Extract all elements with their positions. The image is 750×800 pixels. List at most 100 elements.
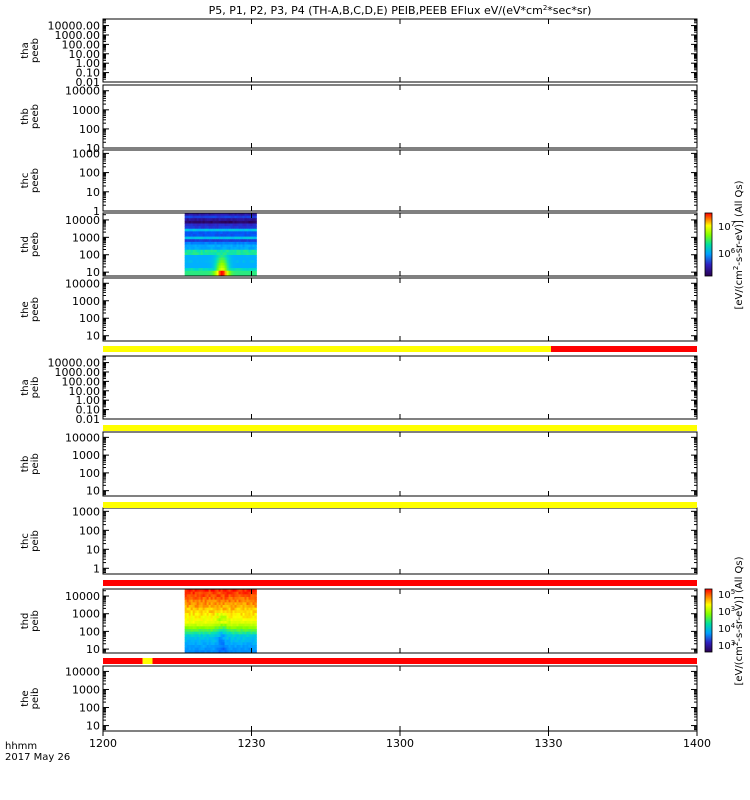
spectrogram-cell [250, 599, 253, 603]
spectrogram-cell [218, 618, 221, 622]
spectrogram-cell [216, 239, 219, 243]
spectrogram-cell [254, 626, 257, 630]
spectrogram-cell [248, 623, 251, 627]
spectrogram-cell [252, 605, 255, 609]
spectrogram-cell [202, 220, 206, 224]
spectrogram-cell [224, 244, 227, 248]
spectrogram-cell [218, 234, 221, 238]
spectrogram-cell [210, 257, 213, 261]
spectrogram-cell [192, 223, 196, 227]
spectrogram-cell [250, 262, 253, 266]
spectrogram-cell [208, 594, 211, 598]
spectrogram-cell [218, 642, 221, 646]
spectrogram-cell [198, 255, 202, 259]
spectrogram-cell [184, 591, 188, 595]
spectrogram-cell [188, 215, 192, 219]
spectrogram-cell [222, 631, 225, 635]
spectrogram-cell [190, 213, 194, 217]
spectrogram-cell [254, 220, 257, 224]
spectrogram-cell [234, 634, 237, 638]
spectrogram-cell [234, 236, 237, 240]
spectrogram-cell [232, 218, 235, 222]
spectrogram-cell [238, 621, 241, 625]
spectrogram-cell [228, 249, 231, 253]
spectrogram-cell [204, 260, 208, 264]
spectrogram-cell [200, 618, 204, 622]
spectrogram-cell [210, 591, 213, 595]
spectrogram-cell [186, 589, 190, 593]
spectrogram-cell [228, 241, 231, 245]
spectrogram-cell [240, 650, 243, 654]
spectrogram-cell [196, 623, 200, 627]
y-tick-label: 1.00 [76, 394, 101, 407]
spectrogram-cell [200, 228, 204, 232]
spectrogram-cell [246, 605, 249, 609]
spectrogram-cell [196, 255, 200, 259]
spectrogram-cell [200, 613, 204, 617]
spectrogram-cell [206, 591, 209, 595]
spectrogram-cell [254, 252, 257, 256]
spectrogram-cell [204, 255, 208, 259]
spectrogram-cell [252, 268, 255, 272]
spectrogram-cell [228, 234, 231, 238]
spectrogram-cell [226, 239, 229, 243]
spectrogram-cell [212, 213, 215, 217]
spectrogram-cell [236, 591, 239, 595]
spectrogram-cell [200, 236, 204, 240]
spectrogram-cell [204, 589, 208, 593]
spectrogram-cell [240, 613, 243, 617]
spectrogram-cell [216, 618, 219, 622]
spectrogram-cell [228, 220, 231, 224]
spectrogram-cell [218, 607, 221, 611]
spectrogram-cell [200, 234, 204, 238]
spectrogram-cell [218, 639, 221, 643]
spectrogram-cell [244, 252, 247, 256]
spectrogram-cell [202, 273, 206, 277]
spectrogram-cell [228, 610, 231, 614]
spectrogram-cell [222, 645, 225, 649]
spectrogram-cell [234, 602, 237, 606]
spectrogram-cell [196, 257, 200, 261]
spectrogram-cell [200, 647, 204, 651]
spectrogram-cell [204, 645, 208, 649]
spectrogram-cell [208, 637, 211, 641]
spectrogram-cell [210, 642, 213, 646]
spectrogram-cell [194, 615, 198, 619]
spectrogram-cell [248, 262, 251, 266]
spectrogram-cell [232, 602, 235, 606]
spectrogram-cell [250, 597, 253, 601]
spectrogram-cell [252, 645, 255, 649]
spectrogram-cell [234, 599, 237, 603]
spectrogram-cell [216, 631, 219, 635]
spectrogram-cell [228, 257, 231, 261]
spectrogram-cell [210, 650, 213, 654]
spectrogram-cell [196, 607, 200, 611]
spectrogram-cell [226, 634, 229, 638]
spectrogram-cell [232, 629, 235, 633]
spectrogram-cell [214, 637, 217, 641]
spectrogram-cell [226, 650, 229, 654]
spectrogram-cell [220, 220, 223, 224]
spectrogram-cell [236, 241, 239, 245]
spectrogram-cell [240, 602, 243, 606]
spectrogram-cell [250, 637, 253, 641]
spectrogram-cell [244, 605, 247, 609]
spectrogram-cell [216, 215, 219, 219]
spectrogram-cell [246, 618, 249, 622]
spectrogram-cell [186, 639, 190, 643]
spectrogram-cell [192, 613, 196, 617]
spectrogram-cell [252, 252, 255, 256]
spectrogram-cell [220, 634, 223, 638]
spectrogram-cell [216, 226, 219, 230]
spectrogram-cell [248, 273, 251, 277]
spectrogram-cell [184, 218, 188, 222]
spectrogram-cell [184, 255, 188, 259]
spectrogram-cell [186, 257, 190, 261]
spectrogram-cell [228, 265, 231, 269]
spectrogram-cell [222, 623, 225, 627]
spectrogram-cell [244, 621, 247, 625]
spectrogram-cell [236, 239, 239, 243]
y-axis-label: thdpeeb [20, 232, 41, 257]
spectrogram-cell [188, 223, 192, 227]
